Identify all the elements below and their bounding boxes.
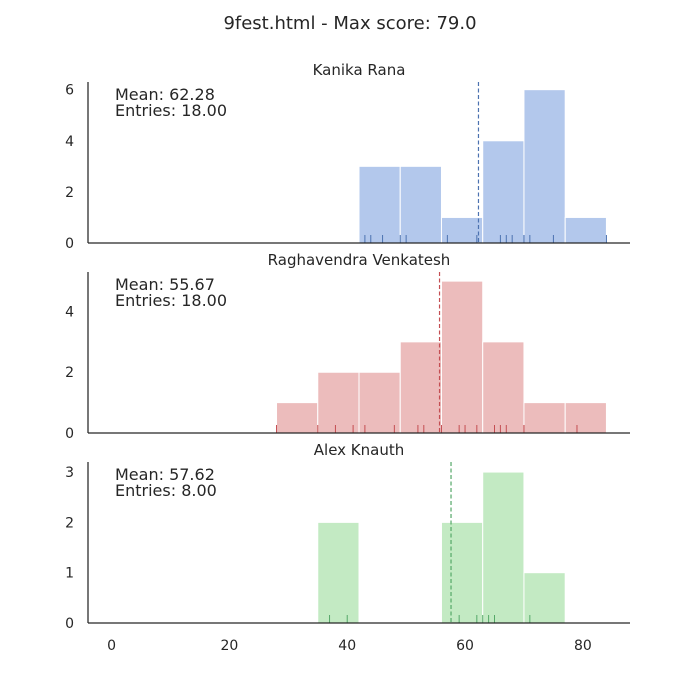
histogram-bar (482, 341, 525, 434)
y-tick-label: 3 (65, 465, 74, 481)
histogram-bar (523, 572, 566, 624)
histogram-bar (482, 140, 525, 244)
histogram-bar (358, 165, 401, 244)
entries-text: Entries: 8.00 (115, 481, 217, 500)
x-tick-label: 80 (574, 638, 592, 654)
histogram-bar (399, 341, 442, 434)
x-tick-label: 40 (338, 638, 356, 654)
mean-text: Mean: 62.28 (115, 85, 215, 104)
y-tick-label: 1 (65, 566, 74, 582)
histogram-bar (399, 165, 442, 244)
subplot-2: Raghavendra Venkatesh 0 2 4 Mean: 55.67Entri… (65, 251, 630, 442)
y-tick-label: 2 (65, 365, 74, 381)
mean-text: Mean: 55.67 (115, 275, 215, 294)
mean-text: Mean: 57.62 (115, 465, 215, 484)
histogram-bar (564, 402, 607, 434)
y-tick-label: 0 (65, 616, 74, 632)
histogram-bar (358, 371, 401, 434)
subplot-title: Alex Knauth (314, 441, 404, 459)
histogram-bar (317, 521, 360, 624)
y-tick-label: 2 (65, 185, 74, 201)
y-tick-label: 6 (65, 83, 74, 99)
x-tick-label: 60 (456, 638, 474, 654)
histogram-bar (564, 216, 607, 244)
entries-text: Entries: 18.00 (115, 101, 227, 120)
y-tick-label: 0 (65, 426, 74, 442)
y-tick-label: 2 (65, 515, 74, 531)
histogram-bar (440, 521, 484, 624)
y-tick-label: 4 (65, 304, 74, 320)
x-axis: 0 20 40 60 80 (107, 638, 592, 654)
figure-title: 9fest.html - Max score: 79.0 (223, 13, 476, 34)
histogram-bar (276, 402, 319, 434)
entries-text: Entries: 18.00 (115, 291, 227, 310)
x-tick-label: 20 (220, 638, 238, 654)
histogram-bar (440, 216, 484, 244)
histogram-bar (440, 280, 484, 434)
histogram-bar (523, 402, 566, 434)
histogram-bar (317, 371, 360, 434)
histogram-bar (523, 89, 566, 244)
y-tick-label: 0 (65, 236, 74, 252)
subplot-title: Raghavendra Venkatesh (268, 251, 451, 269)
x-tick-label: 0 (107, 638, 116, 654)
y-tick-label: 4 (65, 134, 74, 150)
histogram-bar (482, 471, 525, 624)
subplot-title: Kanika Rana (313, 61, 406, 79)
